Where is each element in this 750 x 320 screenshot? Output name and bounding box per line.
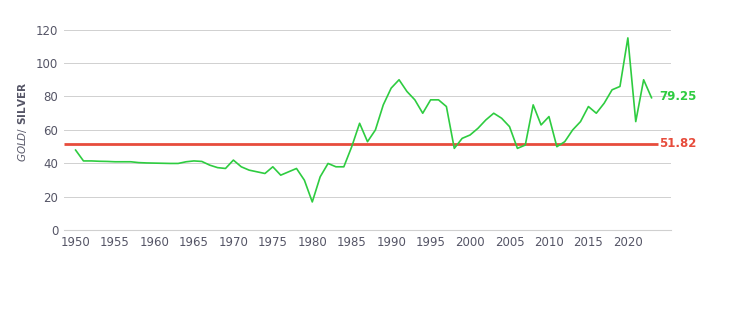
Text: 79.25: 79.25	[659, 91, 697, 103]
Text: 51.82: 51.82	[659, 137, 697, 150]
Y-axis label: $ GOLD / $ SILVER: $ GOLD / $ SILVER	[16, 82, 29, 162]
